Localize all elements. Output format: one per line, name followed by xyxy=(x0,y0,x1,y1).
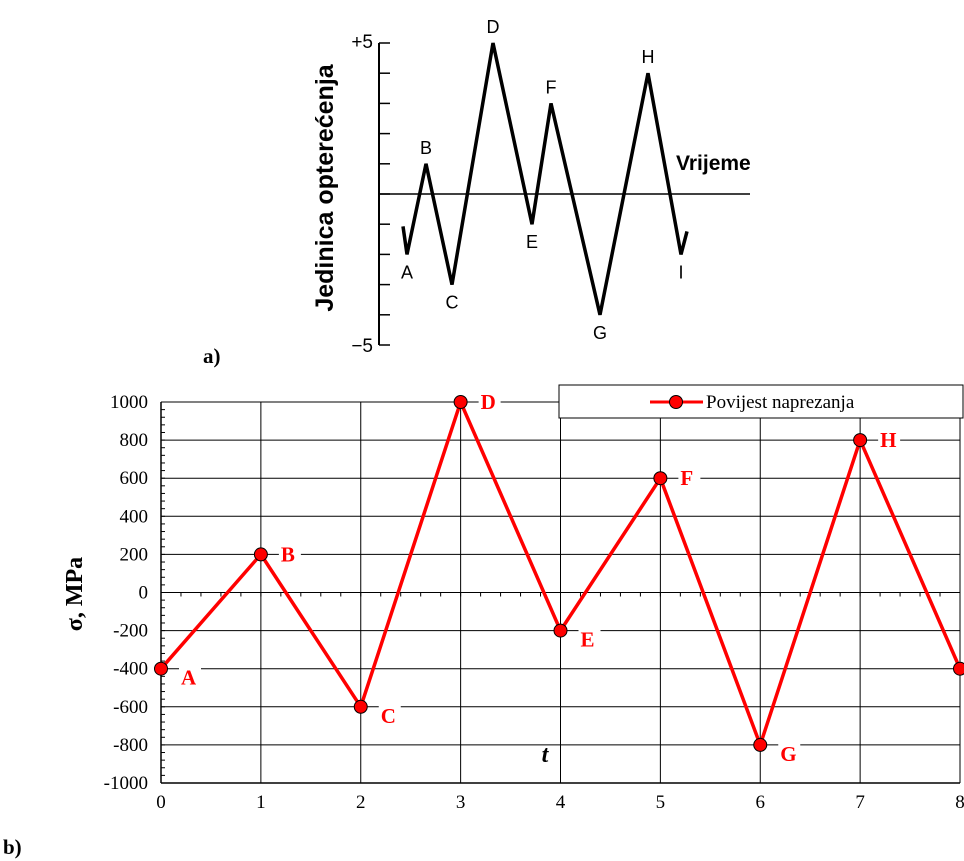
panel-b-y-tick-label: 1000 xyxy=(110,392,148,413)
panel-b-data-marker xyxy=(353,699,368,714)
panel-a-point-labels: A B C D E F G H I xyxy=(401,17,684,343)
panel-a-y-axis-label: Jedinica opterećenja xyxy=(311,63,339,311)
panel-b-data-marker xyxy=(553,623,568,638)
panel-a-point-label-c: C xyxy=(446,293,459,313)
panel-a-x-axis-label: Vrijeme xyxy=(676,152,751,175)
panel-a-point-label-b: B xyxy=(420,138,432,158)
panel-b-x-tick-label: 0 xyxy=(156,792,166,813)
panel-a-point-label-f: F xyxy=(546,77,557,97)
legend-marker-sample xyxy=(669,395,683,409)
panel-b-data-marker xyxy=(154,661,168,676)
panel-a-series xyxy=(401,42,689,316)
panel-b-x-axis-label: t xyxy=(542,742,550,768)
panel-b-point-label-f: F xyxy=(680,466,693,490)
panel-b-point-label-d: D xyxy=(481,390,496,414)
panel-b-data-marker xyxy=(253,547,268,562)
panel-b-y-tick-label: -800 xyxy=(113,735,148,756)
panel-a-axes xyxy=(378,42,750,346)
panel-b-point-label-bg xyxy=(878,430,901,452)
panel-b-x-tick-label: 2 xyxy=(356,792,366,813)
panel-b-data-marker xyxy=(853,433,868,448)
panel-b-point-label-b: B xyxy=(281,542,295,566)
panel-a-point-label-h: H xyxy=(642,47,655,67)
panel-b-y-tick-label: 600 xyxy=(120,468,149,489)
panel-b-y-axis-label: σ, MPa xyxy=(62,557,88,631)
panel-a-y-top-label: +5 xyxy=(351,32,373,53)
panel-a-point-label-d: D xyxy=(487,17,500,37)
panel-b-x-tick-label: 1 xyxy=(256,792,266,813)
panel-b-point-label-bg xyxy=(778,743,801,765)
panel-b-x-tick-label: 5 xyxy=(656,792,666,813)
panel-b-series-markers xyxy=(154,395,964,752)
panel-b-point-label-bg xyxy=(278,544,301,566)
panel-b-y-tick-labels: 1000 800 600 400 200 0 -200 -400 -600 -800 -1000 xyxy=(104,392,148,794)
legend-label: Povijest naprezanja xyxy=(706,392,855,413)
panel-b-y-tick-label: 400 xyxy=(120,506,149,527)
panel-a-label: a) xyxy=(203,344,221,368)
panel-b-stress-chart: 1000 800 600 400 200 0 -200 -400 -600 -800 -1000 0… xyxy=(3,384,964,859)
panel-b-point-label-bg xyxy=(678,468,701,490)
panel-a-load-sequence: Jedinica opterećenja Vrijeme +5 −5 A B C D E… xyxy=(203,17,751,368)
panel-a-point-label-g: G xyxy=(593,323,607,343)
panel-a-point-label-a: A xyxy=(401,262,413,282)
panel-b-y-tick-label: 200 xyxy=(120,544,149,565)
panel-b-y-tick-label: -400 xyxy=(113,659,148,680)
panel-b-point-label-bg xyxy=(478,392,501,413)
panel-a-y-bottom-label: −5 xyxy=(351,336,373,357)
panel-b-point-label-bg xyxy=(578,629,601,651)
panel-b-x-tick-label: 8 xyxy=(955,792,964,813)
panel-b-point-label-bg xyxy=(179,667,201,689)
panel-b-point-label-a: A xyxy=(181,666,197,690)
panel-b-y-tick-label: 800 xyxy=(120,430,149,451)
panel-b-y-tick-label: -600 xyxy=(113,697,148,718)
panel-b-y-tick-label: -1000 xyxy=(104,773,148,794)
panel-b-point-label-e: E xyxy=(581,628,595,652)
legend: Povijest naprezanja xyxy=(558,384,964,419)
panel-b-data-marker xyxy=(453,395,468,409)
panel-b-data-marker xyxy=(653,471,668,486)
panel-b-point-label-c: C xyxy=(381,704,396,728)
panel-b-data-marker xyxy=(953,661,964,676)
panel-b-x-tick-label: 7 xyxy=(855,792,865,813)
panel-a-point-label-e: E xyxy=(526,232,538,252)
panel-b-x-tick-label: 3 xyxy=(456,792,466,813)
panel-a-point-label-i: I xyxy=(678,262,683,282)
panel-a-load-line xyxy=(401,42,689,316)
panel-b-data-marker xyxy=(753,737,768,752)
panel-b-x-tick-label: 6 xyxy=(756,792,766,813)
panel-b-y-tick-label: 0 xyxy=(139,583,149,604)
panel-b-y-tick-label: -200 xyxy=(113,621,148,642)
panel-b-label: b) xyxy=(3,835,22,859)
legend-box xyxy=(558,384,964,419)
panel-b-point-label-g: G xyxy=(780,742,796,766)
panel-b-x-tick-label: 4 xyxy=(556,792,566,813)
panel-b-x-tick-labels: 0 1 2 3 4 5 6 7 8 xyxy=(156,792,964,813)
panel-b-point-label-h: H xyxy=(880,428,896,452)
panel-b-axes xyxy=(160,401,961,784)
panel-b-point-label-bg xyxy=(378,705,401,727)
